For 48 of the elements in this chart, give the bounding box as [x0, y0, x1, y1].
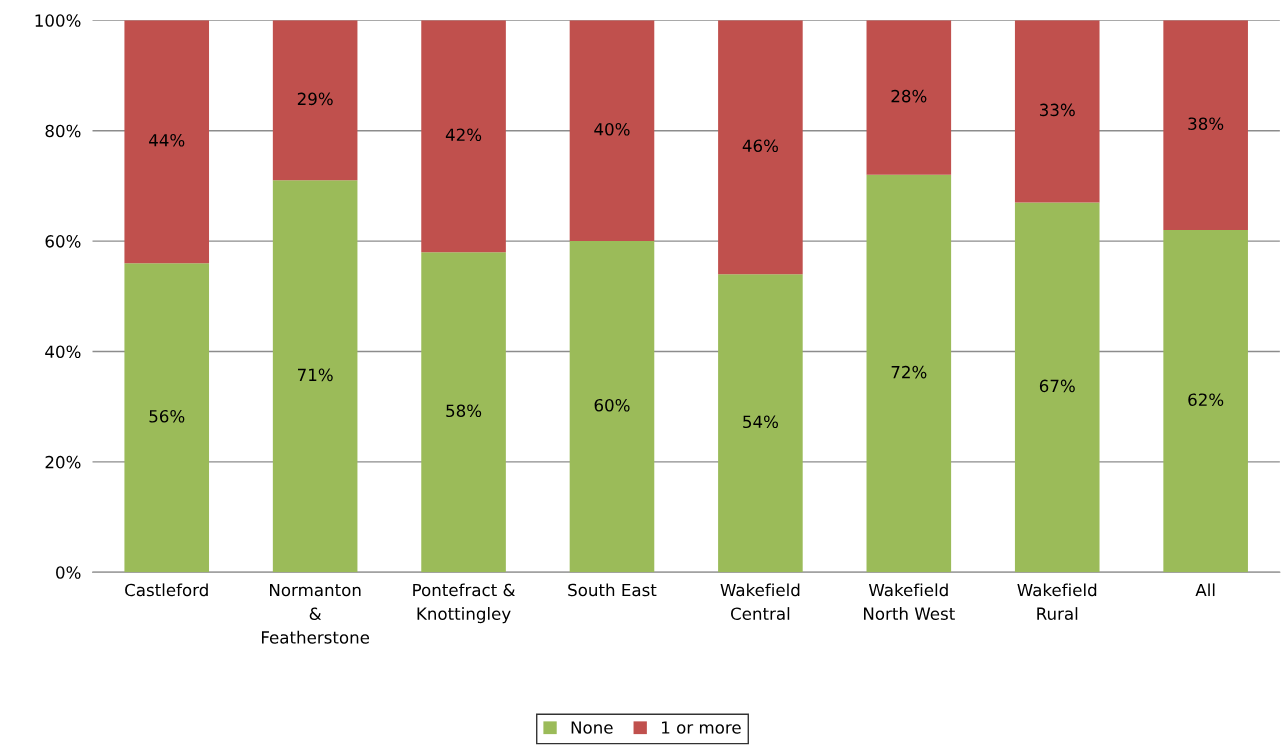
data-label: 28%	[891, 89, 927, 103]
data-label: 71%	[297, 368, 333, 382]
x-tick-label: Wakefield North West	[864, 583, 955, 621]
bar	[272, 180, 358, 573]
bar	[272, 20, 358, 181]
x-tick-label: Normanton & Featherstone	[262, 583, 370, 644]
x-tick-label: Wakefield Central	[720, 583, 800, 621]
y-tick-label: 40%	[45, 345, 81, 359]
data-label: 72%	[891, 365, 927, 379]
y-tick-label: 100%	[35, 14, 81, 27]
x-tick-label: Wakefield Rural	[1017, 583, 1097, 621]
data-label: 42%	[445, 128, 482, 142]
bar	[421, 252, 506, 573]
data-label: 29%	[297, 92, 333, 106]
x-tick-label: All	[1195, 583, 1215, 597]
x-tick-label: Pontefract & Knottingley	[413, 583, 516, 624]
y-tick-label: 0%	[56, 566, 81, 579]
data-label: 38%	[1188, 117, 1224, 131]
data-label: 54%	[743, 415, 778, 429]
data-label: 62%	[1188, 393, 1224, 406]
bar	[1014, 20, 1100, 203]
bar	[421, 20, 506, 253]
data-label: 58%	[446, 404, 482, 418]
bar	[1014, 202, 1100, 573]
bar	[718, 20, 803, 275]
x-tick-label: Castleford	[125, 583, 208, 597]
bar	[1163, 230, 1248, 573]
legend-label: None	[571, 721, 613, 734]
data-label: 46%	[742, 139, 778, 153]
data-label: 67%	[1039, 379, 1075, 393]
data-label: 60%	[594, 398, 630, 412]
x-tick-label: South East	[568, 583, 657, 597]
bar	[866, 20, 952, 175]
data-label: 44%	[149, 133, 185, 147]
bar	[124, 20, 210, 264]
bar	[1163, 20, 1248, 231]
bar	[569, 241, 655, 573]
bar	[866, 174, 952, 573]
data-label: 40%	[594, 122, 630, 136]
data-label: 33%	[1039, 103, 1075, 117]
data-label: 56%	[149, 409, 185, 423]
y-tick-label: 60%	[45, 235, 81, 248]
y-tick-label: 20%	[45, 455, 81, 469]
legend-label: 1 or more	[662, 721, 741, 734]
bar	[124, 263, 210, 573]
bar	[718, 274, 803, 573]
bar	[569, 20, 655, 242]
y-tick-label: 80%	[45, 124, 81, 138]
